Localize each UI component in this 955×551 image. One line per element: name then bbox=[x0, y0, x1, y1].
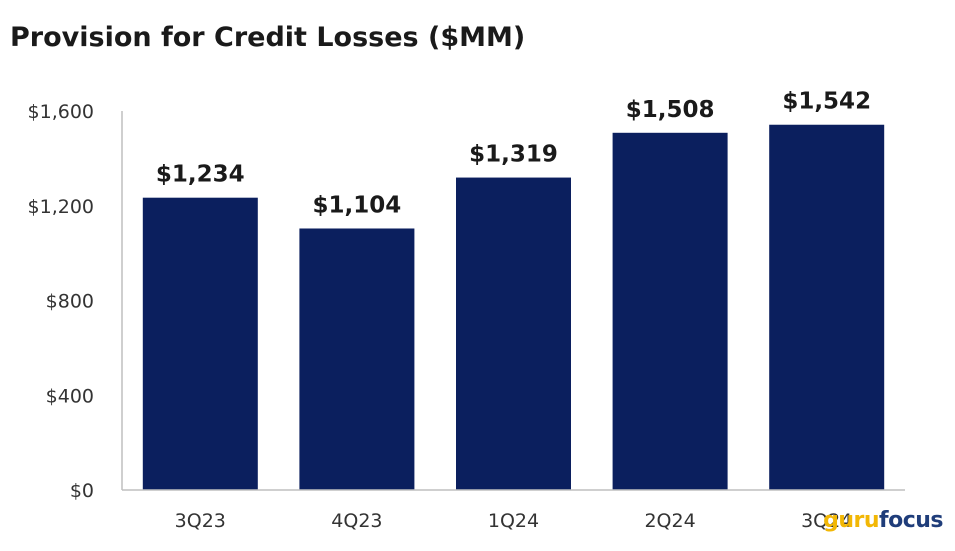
logo-guru-text: guru bbox=[823, 508, 880, 533]
x-tick-label: 4Q23 bbox=[331, 510, 382, 532]
chart-title: Provision for Credit Losses ($MM) bbox=[10, 22, 526, 53]
y-tick-label: $800 bbox=[46, 291, 94, 313]
x-tick-label: 3Q23 bbox=[175, 510, 226, 532]
x-tick-label: 2Q24 bbox=[644, 510, 695, 532]
bar-4q23 bbox=[299, 228, 415, 491]
data-labels: $1,234 $1,104 $1,319 $1,508 $1,542 bbox=[156, 89, 871, 219]
bar-1q24 bbox=[456, 177, 571, 490]
bar-2q24 bbox=[612, 132, 728, 491]
data-label: $1,508 bbox=[626, 97, 715, 123]
y-tick-label: $0 bbox=[70, 480, 94, 502]
x-tick-label: 3Q24 bbox=[801, 510, 852, 532]
bar-3q23 bbox=[142, 197, 258, 491]
gurufocus-logo: gurufocus bbox=[823, 508, 943, 533]
bars bbox=[142, 124, 885, 491]
data-label: $1,319 bbox=[469, 142, 558, 168]
logo-focus-text: focus bbox=[879, 508, 943, 533]
y-axis-ticks: $0 $400 $800 $1,200 $1,600 bbox=[28, 101, 94, 502]
data-label: $1,542 bbox=[782, 89, 871, 115]
x-tick-label: 1Q24 bbox=[488, 510, 539, 532]
y-tick-label: $400 bbox=[46, 385, 94, 407]
x-axis-labels: 3Q23 4Q23 1Q24 2Q24 3Q24 bbox=[175, 510, 853, 532]
data-label: $1,234 bbox=[156, 162, 245, 188]
y-tick-label: $1,600 bbox=[28, 101, 94, 123]
data-label: $1,104 bbox=[313, 192, 402, 218]
bar-3q24 bbox=[769, 124, 885, 491]
y-tick-label: $1,200 bbox=[28, 196, 94, 218]
